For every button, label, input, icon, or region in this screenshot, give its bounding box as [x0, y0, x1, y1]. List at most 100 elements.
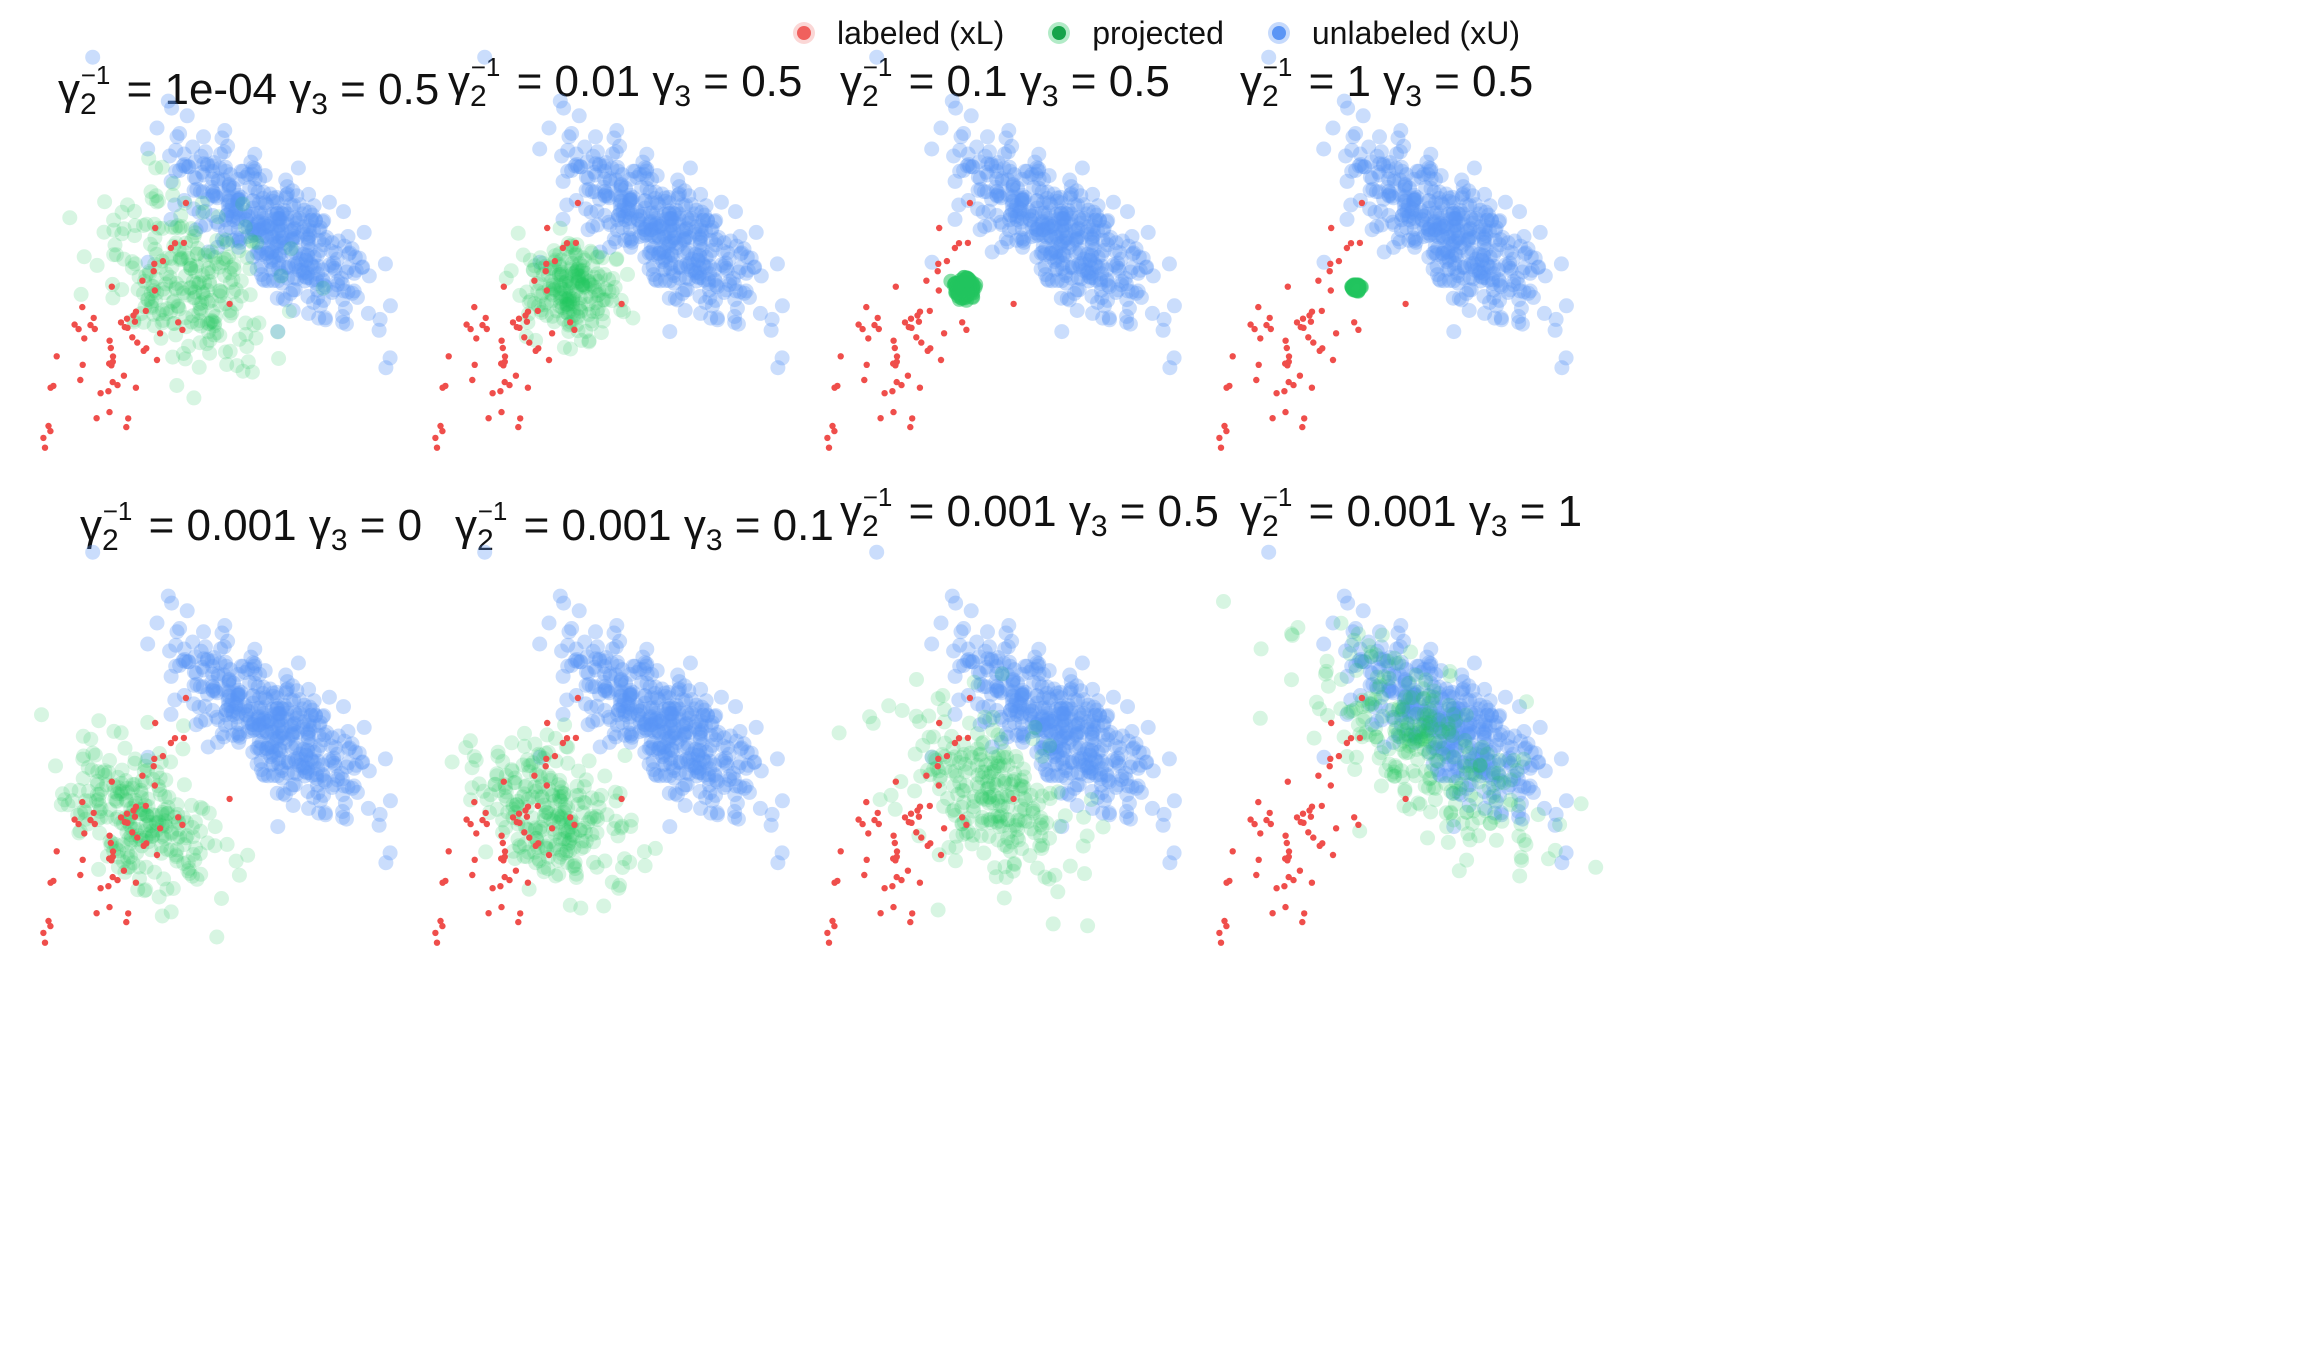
- unlabeled-point: [259, 740, 275, 756]
- projected-point: [1075, 838, 1091, 854]
- unlabeled-point: [669, 292, 685, 308]
- unlabeled-point: [1053, 684, 1069, 700]
- unlabeled-point: [279, 216, 295, 232]
- labeled-point: [874, 314, 881, 322]
- unlabeled-point: [477, 544, 493, 560]
- unlabeled-point: [221, 189, 237, 205]
- unlabeled-point: [220, 193, 236, 209]
- unlabeled-point: [273, 233, 288, 249]
- projected-point: [144, 191, 160, 207]
- labeled-point: [545, 356, 553, 364]
- projected-point: [190, 246, 206, 262]
- unlabeled-point: [259, 197, 275, 213]
- projected-point: [107, 237, 123, 253]
- projected-point: [205, 304, 221, 319]
- unlabeled-point: [163, 173, 179, 189]
- panel-title: γ2−1 = 0.001 γ3 = 0: [80, 496, 422, 557]
- projected-point: [120, 197, 135, 213]
- unlabeled-point: [578, 182, 594, 198]
- projected-point: [589, 808, 605, 824]
- labeled-point: [914, 312, 921, 319]
- unlabeled-point: [336, 283, 352, 299]
- labeled-point: [534, 802, 541, 810]
- projected-point: [194, 195, 210, 211]
- labeled-point: [1332, 330, 1340, 337]
- unlabeled-point: [210, 171, 226, 187]
- labeled-point: [109, 358, 117, 365]
- projected-point: [209, 256, 225, 272]
- unlabeled-point: [685, 256, 701, 272]
- unlabeled-point: [292, 262, 307, 278]
- unlabeled-point: [300, 234, 316, 250]
- projected-point: [586, 854, 601, 870]
- labeled-point: [485, 910, 492, 917]
- unlabeled-point: [340, 284, 356, 300]
- unlabeled-point: [614, 167, 630, 183]
- unlabeled-point: [301, 218, 317, 234]
- unlabeled-point: [270, 706, 286, 722]
- labeled-point: [1290, 381, 1297, 389]
- unlabeled-point: [606, 726, 622, 742]
- unlabeled-point: [624, 207, 640, 222]
- unlabeled-point: [597, 703, 613, 718]
- unlabeled-point: [663, 261, 679, 277]
- unlabeled-point: [693, 186, 709, 202]
- unlabeled-point: [952, 658, 968, 674]
- unlabeled-point: [220, 203, 236, 219]
- unlabeled-point: [1381, 163, 1397, 179]
- unlabeled-point: [672, 259, 688, 275]
- unlabeled-point: [378, 855, 394, 871]
- labeled-point: [1335, 257, 1343, 265]
- labeled-point: [1327, 287, 1335, 294]
- projected-point: [172, 249, 188, 265]
- labeled-point: [150, 763, 157, 770]
- projected-point: [141, 150, 157, 166]
- labeled-point: [121, 818, 128, 826]
- unlabeled-point: [295, 262, 311, 278]
- unlabeled-point: [287, 220, 303, 236]
- labeled-point: [171, 240, 179, 247]
- projected-point: [193, 302, 209, 318]
- unlabeled-point: [250, 184, 266, 200]
- unlabeled-point: [168, 163, 184, 179]
- projected-point: [556, 785, 572, 801]
- unlabeled-point: [300, 248, 316, 264]
- unlabeled-point: [216, 172, 232, 188]
- projected-point: [195, 204, 211, 220]
- projected-point: [557, 717, 573, 733]
- unlabeled-point: [606, 130, 622, 146]
- unlabeled-point: [998, 130, 1014, 146]
- unlabeled-point: [691, 270, 707, 286]
- unlabeled-point: [1145, 268, 1161, 284]
- unlabeled-point: [1108, 780, 1124, 795]
- unlabeled-point: [1554, 360, 1570, 376]
- unlabeled-point: [347, 249, 363, 265]
- labeled-point: [132, 384, 140, 391]
- unlabeled-point: [581, 181, 597, 197]
- labeled-point: [1281, 388, 1288, 395]
- unlabeled-point: [298, 252, 314, 268]
- unlabeled-point: [212, 160, 228, 176]
- projected-point: [244, 364, 260, 380]
- projected-point: [138, 216, 154, 232]
- unlabeled-point: [349, 289, 365, 305]
- projected-point: [604, 874, 620, 890]
- unlabeled-point: [732, 724, 748, 739]
- unlabeled-point: [270, 235, 285, 251]
- labeled-point: [150, 268, 157, 275]
- labeled-point: [571, 821, 578, 828]
- unlabeled-point: [326, 282, 342, 298]
- unlabeled-point: [681, 230, 697, 245]
- labeled-point: [907, 423, 914, 431]
- unlabeled-point: [334, 276, 350, 292]
- projected-point: [164, 219, 179, 235]
- unlabeled-point: [223, 203, 239, 219]
- unlabeled-point: [186, 182, 202, 198]
- unlabeled-point: [1043, 245, 1059, 261]
- projected-point: [200, 295, 216, 310]
- unlabeled-point: [194, 164, 210, 180]
- unlabeled-point: [647, 271, 663, 287]
- unlabeled-point: [612, 692, 628, 708]
- labeled-point: [109, 853, 117, 860]
- unlabeled-point: [319, 230, 335, 245]
